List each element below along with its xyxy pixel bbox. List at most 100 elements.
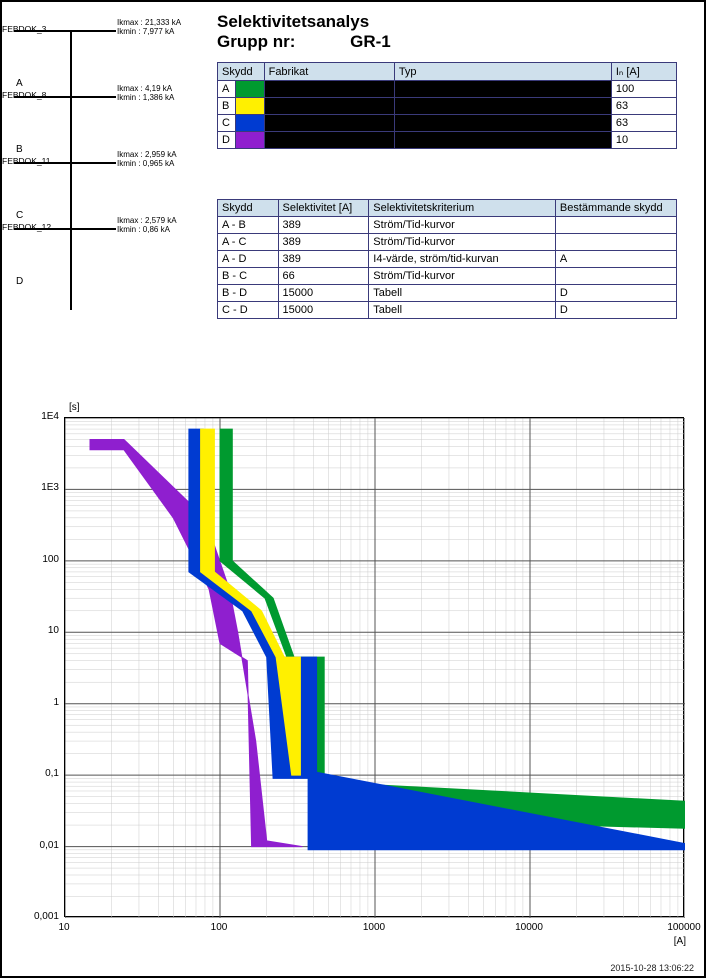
y-tick: 1E4 (19, 411, 59, 422)
table-row: B - C66Ström/Tid-kurvor (218, 268, 677, 285)
cell-pair: A - B (218, 217, 279, 234)
cell-in: 10 (611, 132, 676, 149)
col-val: Selektivitet [A] (278, 200, 369, 217)
feeder-FEBDOK_3: FEBDOK_3Ikmax : 21,333 kAIkmin : 7,977 k… (2, 30, 202, 50)
cell-id: D (218, 132, 236, 149)
cell-in: 100 (611, 81, 676, 98)
group-line: Grupp nr: GR-1 (217, 32, 391, 52)
x-tick: 1000 (363, 922, 385, 933)
group-label: Grupp nr: (217, 32, 295, 51)
table-row: C 63 (218, 115, 677, 132)
cell-pair: B - C (218, 268, 279, 285)
footer-timestamp: 2015-10-28 13:06:22 (610, 963, 694, 973)
col-pair: Skydd (218, 200, 279, 217)
cell-fabrikat (264, 132, 394, 149)
color-swatch (236, 81, 264, 98)
table-row: B 63 (218, 98, 677, 115)
table-row: B - D15000TabellD (218, 285, 677, 302)
col-best: Bestämmande skydd (555, 200, 676, 217)
feeder-ik: Ikmax : 2,579 kAIkmin : 0,86 kA (117, 217, 177, 235)
cell-best: D (555, 302, 676, 319)
table-row: D 10 (218, 132, 677, 149)
node-letter: A (16, 78, 23, 89)
selectivity-chart: [s] [A] 0,001 0,01 0,1 1 10 100 1E3 1E4 10 100 10… (14, 402, 694, 947)
cell-val: 389 (278, 234, 369, 251)
cell-in: 63 (611, 115, 676, 132)
group-value: GR-1 (350, 32, 391, 52)
y-axis-unit: [s] (69, 402, 80, 413)
cell-id: C (218, 115, 236, 132)
feeder-label: FEBDOK_12 (2, 222, 51, 232)
cell-typ (394, 98, 611, 115)
color-swatch (236, 115, 264, 132)
cell-fabrikat (264, 98, 394, 115)
selectivity-table: Skydd Selektivitet [A] Selektivitetskrit… (217, 199, 677, 319)
cell-krit: Ström/Tid-kurvor (369, 217, 556, 234)
cell-best (555, 217, 676, 234)
node-letter: B (16, 144, 23, 155)
cell-krit: I4-värde, ström/tid-kurvan (369, 251, 556, 268)
cell-best: A (555, 251, 676, 268)
table-row: A - D389I4-värde, ström/tid-kurvanA (218, 251, 677, 268)
feeder-ik: Ikmax : 21,333 kAIkmin : 7,977 kA (117, 19, 181, 37)
col-typ: Typ (394, 63, 611, 81)
plot-svg (65, 418, 685, 918)
cell-krit: Tabell (369, 285, 556, 302)
y-tick: 0,1 (19, 768, 59, 779)
x-tick: 100 (211, 922, 228, 933)
y-tick: 1 (19, 697, 59, 708)
cell-pair: B - D (218, 285, 279, 302)
cell-fabrikat (264, 81, 394, 98)
cell-fabrikat (264, 115, 394, 132)
cell-val: 15000 (278, 285, 369, 302)
x-tick: 10 (58, 922, 69, 933)
x-tick: 10000 (515, 922, 543, 933)
cell-krit: Ström/Tid-kurvor (369, 268, 556, 285)
table-row: C - D15000TabellD (218, 302, 677, 319)
y-tick: 0,001 (19, 911, 59, 922)
col-in: Iₙ [A] (611, 63, 676, 81)
feeder-ik: Ikmax : 4,19 kAIkmin : 1,386 kA (117, 85, 174, 103)
cell-in: 63 (611, 98, 676, 115)
single-line-diagram: FEBDOK_3Ikmax : 21,333 kAIkmin : 7,977 k… (2, 30, 202, 310)
cell-val: 66 (278, 268, 369, 285)
col-krit: Selektivitetskriterium (369, 200, 556, 217)
cell-typ (394, 81, 611, 98)
feeder-FEBDOK_12: FEBDOK_12Ikmax : 2,579 kAIkmin : 0,86 kA (2, 228, 202, 248)
col-fabrikat: Fabrikat (264, 63, 394, 81)
cell-val: 389 (278, 217, 369, 234)
cell-pair: C - D (218, 302, 279, 319)
cell-krit: Tabell (369, 302, 556, 319)
y-tick: 10 (19, 625, 59, 636)
feeder-label: FEBDOK_11 (2, 156, 51, 166)
cell-krit: Ström/Tid-kurvor (369, 234, 556, 251)
y-tick: 100 (19, 554, 59, 565)
cell-id: B (218, 98, 236, 115)
cell-val: 15000 (278, 302, 369, 319)
cell-best (555, 268, 676, 285)
table-row: A - C389Ström/Tid-kurvor (218, 234, 677, 251)
feeder-ik: Ikmax : 2,959 kAIkmin : 0,965 kA (117, 151, 177, 169)
page-title: Selektivitetsanalys (217, 12, 369, 32)
cell-typ (394, 132, 611, 149)
y-tick: 0,01 (19, 840, 59, 851)
cell-pair: A - D (218, 251, 279, 268)
feeder-label: FEBDOK_3 (2, 24, 46, 34)
color-swatch (236, 132, 264, 149)
x-axis-unit: [A] (674, 936, 686, 947)
col-skydd: Skydd (218, 63, 265, 81)
x-tick: 100000 (667, 922, 700, 933)
cell-pair: A - C (218, 234, 279, 251)
feeder-FEBDOK_11: FEBDOK_11Ikmax : 2,959 kAIkmin : 0,965 k… (2, 162, 202, 182)
feeder-FEBDOK_8: FEBDOK_8Ikmax : 4,19 kAIkmin : 1,386 kA (2, 96, 202, 116)
y-tick: 1E3 (19, 482, 59, 493)
feeder-label: FEBDOK_8 (2, 90, 46, 100)
color-swatch (236, 98, 264, 115)
cell-typ (394, 115, 611, 132)
table-row: A 100 (218, 81, 677, 98)
plot-area (64, 417, 684, 917)
cell-best (555, 234, 676, 251)
cell-id: A (218, 81, 236, 98)
node-letter: D (16, 276, 23, 287)
protection-table: Skydd Fabrikat Typ Iₙ [A] A 100 B 63 C 63 D 10 (217, 62, 677, 149)
